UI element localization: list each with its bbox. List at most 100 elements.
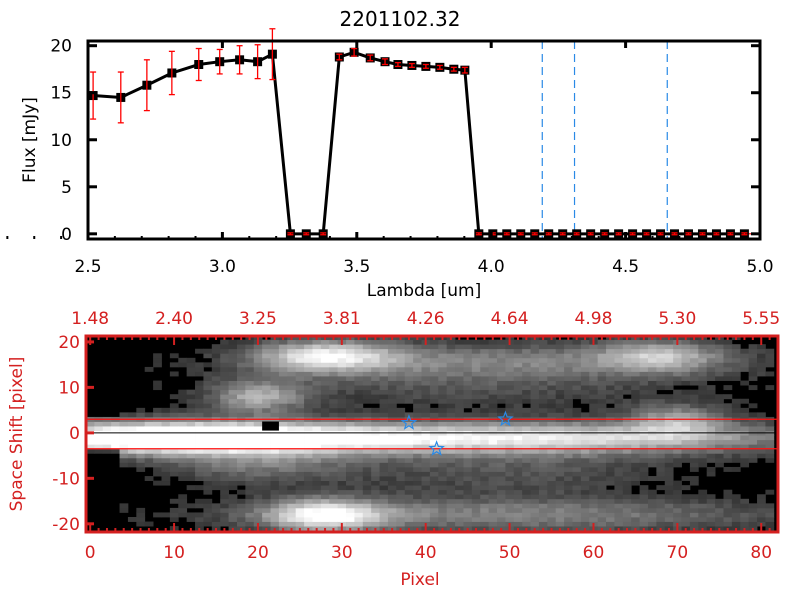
image-pixel (522, 380, 531, 386)
image-pixel (723, 407, 733, 413)
image-pixel (597, 453, 607, 459)
image-pixel (186, 512, 196, 518)
image-pixel (639, 412, 649, 418)
image-pixel (136, 444, 146, 450)
image-pixel (538, 407, 548, 413)
chart-title: 2201102.32 (340, 7, 461, 31)
image-pixel (664, 353, 674, 359)
image-pixel (438, 394, 448, 400)
image-pixel (580, 503, 590, 509)
image-pixel (681, 512, 691, 518)
image-pixel (153, 385, 162, 391)
image-pixel (153, 426, 162, 431)
image-pixel (664, 462, 674, 468)
image-pixel (740, 503, 750, 509)
image-pixel (287, 498, 297, 504)
image-pixel (304, 426, 313, 431)
image-pixel (538, 403, 548, 409)
image-pixel (387, 439, 397, 445)
image-pixel (186, 476, 196, 482)
y-tick-label: -10 (52, 469, 80, 489)
image-pixel (253, 453, 263, 459)
image-pixel (664, 498, 674, 504)
image-pixel (471, 394, 481, 400)
image-pixel (320, 348, 330, 354)
image-pixel (161, 421, 171, 427)
image-pixel (538, 344, 548, 350)
image-pixel (421, 489, 431, 495)
image-pixel (647, 398, 657, 404)
image-pixel (723, 448, 733, 454)
image-pixel (379, 480, 389, 486)
image-pixel (295, 521, 305, 527)
image-pixel (522, 394, 531, 400)
image-pixel (236, 385, 246, 391)
image-pixel (295, 512, 305, 518)
image-pixel (211, 362, 221, 368)
image-pixel (379, 439, 389, 445)
image-pixel (681, 362, 691, 368)
image-pixel (153, 457, 162, 463)
image-pixel (631, 407, 640, 413)
image-pixel (429, 471, 439, 477)
image-pixel (354, 412, 364, 418)
image-pixel (488, 385, 498, 391)
image-pixel (253, 353, 263, 359)
image-pixel (320, 344, 330, 350)
image-pixel (698, 435, 708, 441)
image-pixel (195, 385, 204, 391)
image-pixel (379, 435, 389, 441)
image-pixel (446, 344, 456, 350)
image-pixel (178, 389, 188, 395)
image-pixel (664, 380, 674, 386)
image-pixel (614, 421, 624, 427)
image-pixel (631, 480, 640, 486)
image-pixel (631, 339, 640, 345)
image-pixel (614, 435, 624, 441)
image-pixel (178, 444, 188, 450)
image-pixel (664, 376, 674, 381)
image-pixel (471, 412, 481, 418)
image-pixel (354, 366, 364, 372)
image-pixel (673, 403, 682, 409)
image-pixel (647, 439, 657, 445)
image-pixel (698, 412, 708, 418)
image-pixel (228, 376, 238, 381)
image-pixel (580, 471, 590, 477)
image-pixel (346, 348, 355, 354)
y-tick-label: 20 (50, 37, 72, 57)
image-pixel (438, 462, 448, 468)
image-pixel (673, 462, 682, 468)
image-pixel (304, 357, 313, 363)
image-pixel (631, 462, 640, 468)
image-pixel (346, 444, 355, 450)
image-pixel (647, 507, 657, 513)
image-pixel (480, 398, 490, 404)
image-pixel (572, 471, 582, 477)
image-pixel (228, 398, 238, 404)
image-pixel (346, 453, 355, 459)
image-pixel (262, 366, 271, 372)
image-pixel (589, 385, 599, 391)
image-pixel (664, 512, 674, 518)
image-pixel (689, 353, 699, 359)
image-pixel (513, 421, 523, 427)
image-pixel (136, 448, 146, 454)
image-pixel (564, 371, 573, 377)
image-pixel (287, 398, 297, 404)
image-pixel (446, 353, 456, 359)
image-pixel (195, 439, 204, 445)
image-pixel (236, 457, 246, 463)
image-pixel (580, 494, 590, 500)
image-pixel (723, 426, 733, 431)
image-pixel (295, 516, 305, 522)
image-pixel (396, 389, 406, 395)
image-pixel (488, 521, 498, 527)
image-pixel (564, 448, 573, 454)
image-pixel (455, 426, 464, 431)
image-pixel (488, 448, 498, 454)
image-pixel (262, 507, 271, 513)
image-pixel (740, 412, 750, 418)
image-pixel (320, 353, 330, 359)
image-pixel (455, 421, 464, 427)
